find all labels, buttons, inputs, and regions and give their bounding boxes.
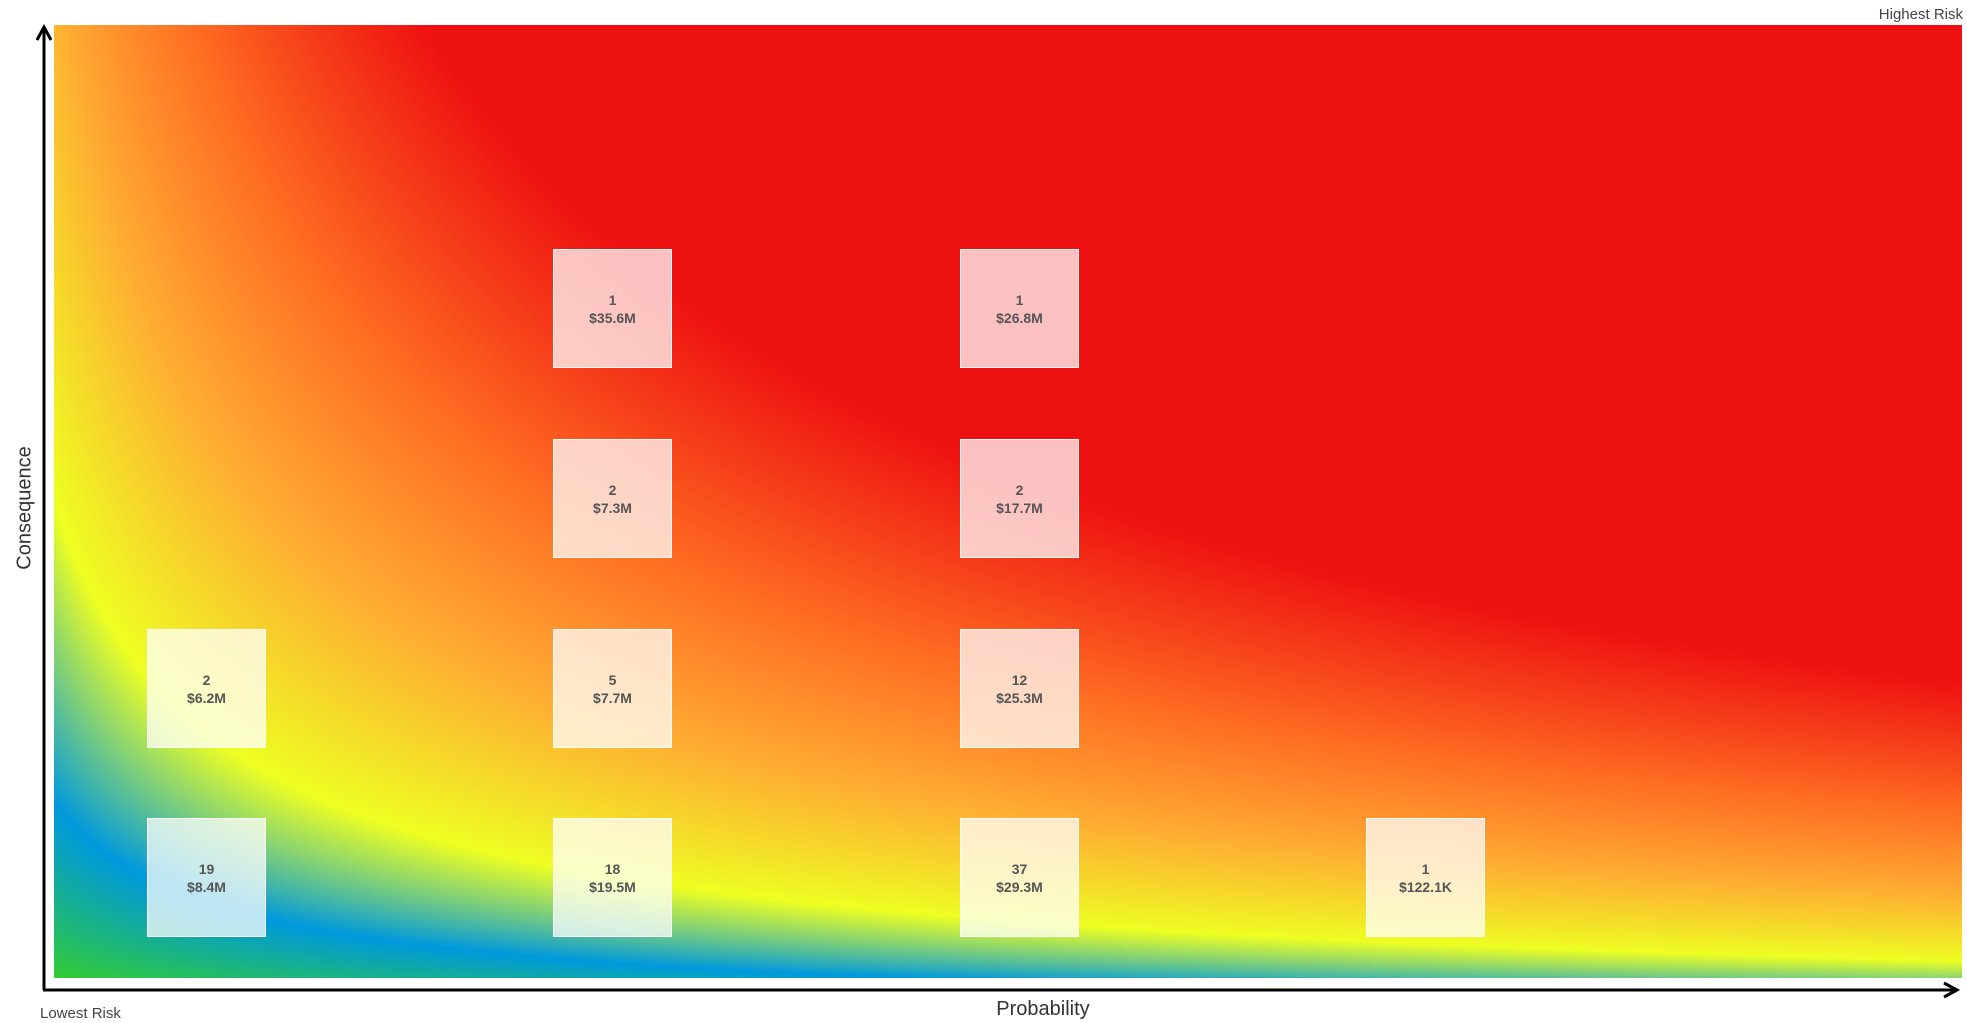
risk-cell-amount: $7.7M [593, 689, 632, 706]
risk-cell-count: 2 [1015, 481, 1024, 498]
y-axis-arrow [35, 23, 53, 41]
risk-cell-count: 37 [1011, 860, 1028, 877]
risk-cell-amount: $25.3M [996, 689, 1043, 706]
x-axis-label: Probability [996, 998, 1090, 1020]
risk-cell-amount: $6.2M [187, 689, 226, 706]
risk-cell-count: 5 [608, 671, 617, 688]
risk-cell-amount: $7.3M [593, 499, 632, 516]
risk-cell[interactable]: 5 $7.7M [553, 629, 672, 748]
risk-cell-count: 1 [608, 291, 617, 308]
risk-cell-count: 1 [1015, 291, 1024, 308]
risk-cell[interactable]: 2 $17.7M [960, 439, 1079, 558]
risk-cell[interactable]: 1 $35.6M [553, 249, 672, 368]
y-axis-label: Consequence [13, 446, 36, 570]
risk-cell-count: 2 [608, 481, 617, 498]
risk-cell-amount: $35.6M [589, 309, 636, 326]
risk-cell[interactable]: 37 $29.3M [960, 818, 1079, 937]
risk-cell-amount: $29.3M [996, 878, 1043, 895]
risk-cell-count: 2 [202, 671, 211, 688]
risk-cell-count: 19 [198, 860, 215, 877]
x-axis-arrow [1943, 981, 1961, 999]
risk-cell[interactable]: 1 $26.8M [960, 249, 1079, 368]
highest-risk-label: Highest Risk [1878, 6, 1963, 23]
risk-cell[interactable]: 1 $122.1K [1366, 818, 1485, 937]
risk-cell[interactable]: 19 $8.4M [147, 818, 266, 937]
risk-cell[interactable]: 2 $7.3M [553, 439, 672, 558]
risk-cell-amount: $122.1K [1399, 878, 1452, 895]
risk-cell-count: 1 [1421, 860, 1430, 877]
risk-cell-amount: $26.8M [996, 309, 1043, 326]
risk-cell-count: 12 [1011, 671, 1028, 688]
risk-cell-amount: $17.7M [996, 499, 1043, 516]
risk-cell[interactable]: 2 $6.2M [147, 629, 266, 748]
risk-cell[interactable]: 12 $25.3M [960, 629, 1079, 748]
lowest-risk-label: Lowest Risk [40, 1005, 121, 1022]
risk-cell-amount: $8.4M [187, 878, 226, 895]
risk-cell-count: 18 [604, 860, 621, 877]
risk-cell[interactable]: 18 $19.5M [553, 818, 672, 937]
risk-cell-amount: $19.5M [589, 878, 636, 895]
